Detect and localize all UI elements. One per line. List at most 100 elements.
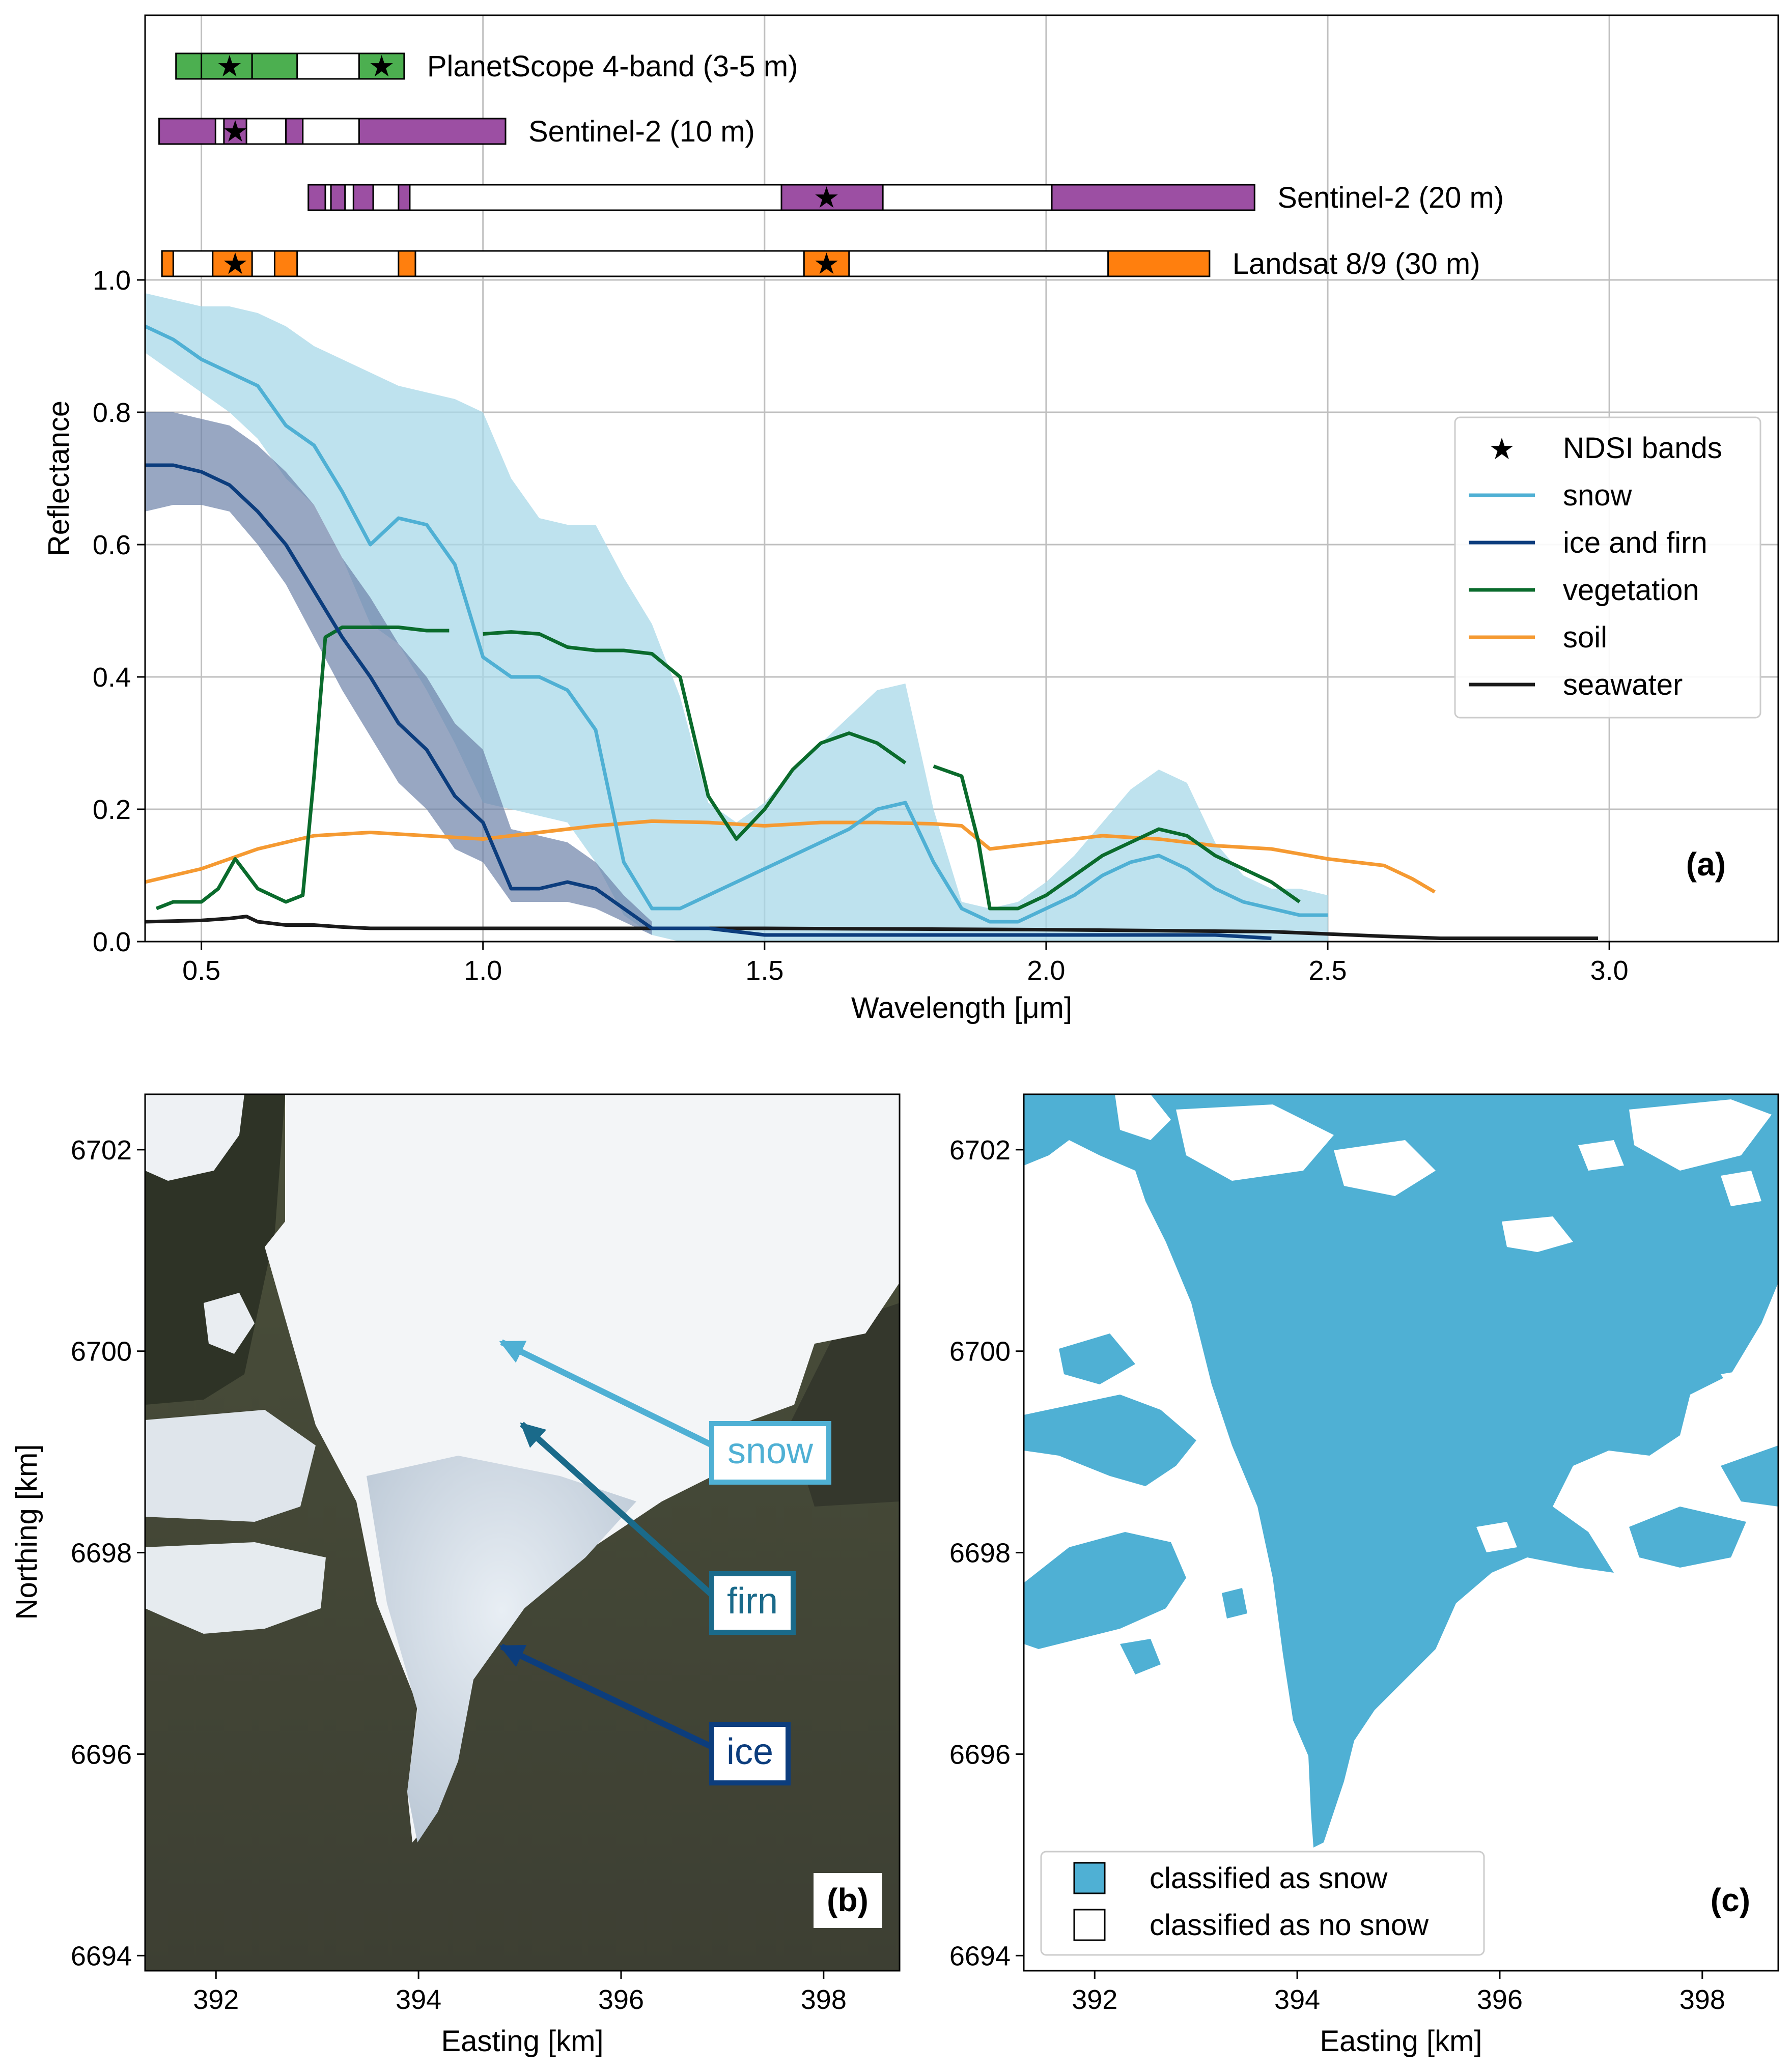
snow-classified-area xyxy=(1222,1588,1247,1619)
no-snow-patch xyxy=(1721,1369,1767,1405)
sensor-band xyxy=(780,184,884,211)
sensor-band xyxy=(398,184,411,211)
firn-label-box: firn xyxy=(709,1571,796,1635)
legend-swatch-snow xyxy=(1073,1862,1106,1894)
panel-a-spectral-chart: ★ ★ PlanetScope 4-band (3-5 m) ★ Sentinel-2 … xyxy=(42,14,1779,1025)
snow-classified-area xyxy=(1059,1333,1135,1384)
glacier-tongue xyxy=(367,1456,636,1842)
sensor-band xyxy=(352,184,374,211)
x-tick-label: 2.5 xyxy=(1308,955,1347,986)
panel-b-tag-box: (b) xyxy=(814,1873,882,1928)
no-snow-patch xyxy=(1115,1094,1171,1140)
snow-arrow xyxy=(499,1339,714,1449)
y-tick-label: 6700 xyxy=(71,1337,132,1367)
x-tick-label: 398 xyxy=(801,1984,847,2015)
ndsi-star-marker: ★ xyxy=(369,50,395,83)
sensor-label: Sentinel-2 (10 m) xyxy=(528,115,755,148)
legend-label-snow: classified as snow xyxy=(1150,1862,1388,1895)
panel-a-xlabel: Wavelength [μm] xyxy=(851,991,1072,1025)
no-snow-patch xyxy=(1614,1476,1660,1512)
panel-c-snow-classification: classified as snow classified as no snow… xyxy=(949,1093,1779,2058)
y-tick-label: 6702 xyxy=(949,1135,1011,1166)
panel-b-tag: (b) xyxy=(827,1882,869,1918)
sensor-band xyxy=(307,184,326,211)
legend-label: vegetation xyxy=(1563,574,1699,607)
ndsi-star-marker: ★ xyxy=(814,181,840,214)
x-tick-label: 396 xyxy=(598,1984,644,2015)
sensor-band xyxy=(158,118,216,145)
panel-a-ylabel: Reflectance xyxy=(42,401,75,556)
y-tick-label: 6694 xyxy=(71,1941,132,1971)
snow-classified-area xyxy=(1721,1445,1778,1507)
legend-label: ice and firn xyxy=(1563,526,1707,559)
x-tick-label: 392 xyxy=(1072,1984,1117,2015)
snow-line xyxy=(145,324,1328,924)
firn-label: firn xyxy=(727,1581,778,1622)
y-tick-label: 6702 xyxy=(71,1135,132,1166)
no-snow-patch xyxy=(1629,1099,1772,1171)
sensor-band xyxy=(201,52,253,80)
panel-c-tag: (c) xyxy=(1711,1882,1750,1918)
sensor-band xyxy=(161,250,174,277)
sensor-band xyxy=(358,52,405,80)
sensor-row: ★ Sentinel-2 (20 m) xyxy=(307,181,1504,214)
snow-region xyxy=(145,1542,326,1634)
ndsi-star-marker: ★ xyxy=(216,50,243,83)
y-tick-label: 0.0 xyxy=(93,927,131,957)
y-tick-label: 0.4 xyxy=(93,662,131,693)
ndsi-star-marker: ★ xyxy=(222,247,248,280)
x-tick-label: 3.0 xyxy=(1590,955,1629,986)
sensor-band xyxy=(223,118,247,145)
no-snow-patch xyxy=(1502,1216,1573,1252)
panel-b-image: snow firn ice (b) 392 394 396 398 6694 6696 66… xyxy=(10,1093,901,2058)
soil-line xyxy=(145,819,1436,894)
no-snow-patch xyxy=(1578,1140,1624,1171)
panel-c-ticks: 392 394 396 398 6694 6696 6698 6700 6702 xyxy=(949,1135,1725,2015)
sensor-label: Sentinel-2 (20 m) xyxy=(1277,181,1504,214)
snow-region xyxy=(145,1410,316,1522)
y-tick-label: 1.0 xyxy=(93,265,131,296)
x-tick-label: 1.0 xyxy=(464,955,502,986)
sensor-row: ★ ★ PlanetScope 4-band (3-5 m) xyxy=(175,50,798,83)
sensor-band xyxy=(330,184,346,211)
ndsi-star-marker: ★ xyxy=(222,115,248,148)
legend-label: soil xyxy=(1563,621,1607,654)
sensor-band xyxy=(358,118,507,145)
x-tick-label: 392 xyxy=(193,1984,239,2015)
panel-a-frame xyxy=(144,14,1779,943)
sensor-band xyxy=(1051,184,1255,211)
legend-swatch-no-snow xyxy=(1073,1909,1106,1941)
sensor-label: Landsat 8/9 (30 m) xyxy=(1233,247,1480,280)
ice-label: ice xyxy=(726,1732,773,1772)
panel-a-uncertainty-bands xyxy=(145,293,1328,942)
panel-c-xlabel: Easting [km] xyxy=(1320,2025,1482,2058)
panel-b-ticks: 392 394 396 398 6694 6696 6698 6700 6702 xyxy=(71,1135,847,2015)
snow-label-box: snow xyxy=(709,1421,831,1485)
panel-b-ylabel: Northing [km] xyxy=(10,1444,43,1620)
panel-b-frame xyxy=(144,1093,901,1972)
snow-label: snow xyxy=(727,1431,814,1471)
x-tick-label: 396 xyxy=(1477,1984,1523,2015)
vegetation-line xyxy=(933,764,1301,911)
sensor-band xyxy=(398,250,416,277)
sensor-band xyxy=(285,118,304,145)
y-tick-label: 6696 xyxy=(949,1739,1011,1770)
y-tick-label: 0.2 xyxy=(93,794,131,825)
snow-uncertainty-band xyxy=(145,293,1328,942)
seawater-line xyxy=(145,915,1599,940)
panel-a-series-lines xyxy=(145,324,1599,940)
no-snow-patch xyxy=(1721,1171,1761,1206)
no-snow-patch xyxy=(1476,1522,1517,1552)
panel-a-sensor-bands: ★ ★ PlanetScope 4-band (3-5 m) ★ Sentinel-2 … xyxy=(158,50,1504,280)
ice-and-firn-uncertainty-band xyxy=(145,412,652,935)
y-tick-label: 0.6 xyxy=(93,530,131,560)
x-tick-label: 394 xyxy=(1274,1984,1320,2015)
panel-a-tag: (a) xyxy=(1686,846,1726,883)
no-snow-patch xyxy=(1176,1104,1334,1181)
no-snow-patch xyxy=(1334,1140,1436,1196)
legend-label: seawater xyxy=(1563,668,1683,701)
y-tick-label: 6700 xyxy=(949,1337,1011,1367)
sensor-band xyxy=(273,250,298,277)
x-tick-label: 2.0 xyxy=(1027,955,1065,986)
